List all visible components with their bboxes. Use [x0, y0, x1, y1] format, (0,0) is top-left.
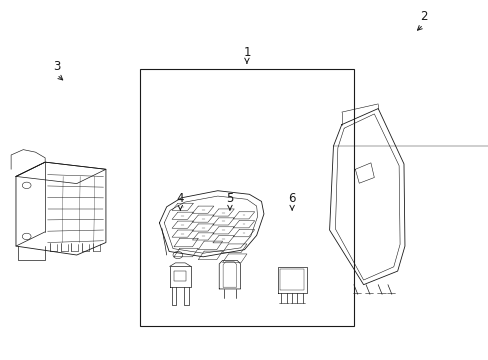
Text: 6: 6 — [288, 192, 295, 205]
Text: 2: 2 — [419, 10, 427, 23]
Text: 5: 5 — [226, 192, 233, 205]
Bar — [140, 69, 353, 327]
Text: 3: 3 — [53, 60, 61, 73]
Bar — [174, 271, 186, 281]
Text: 1: 1 — [243, 46, 250, 59]
Text: 4: 4 — [176, 192, 183, 205]
